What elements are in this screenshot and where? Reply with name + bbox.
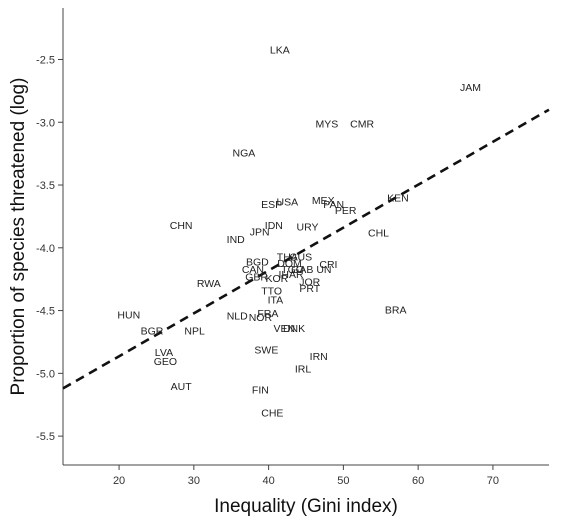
y-tick-label: -5.5: [36, 431, 55, 443]
point-label: BRA: [385, 304, 407, 316]
y-tick-label: -4.0: [36, 243, 55, 255]
y-tick-label: -2.5: [36, 54, 55, 66]
point-label: CRI: [319, 259, 337, 271]
x-tick-label: 30: [188, 475, 200, 487]
point-label: MEX: [312, 195, 335, 207]
point-label: KOR: [265, 273, 288, 285]
point-label: PAN: [323, 199, 344, 211]
y-tick-label: -5.0: [36, 368, 55, 380]
point-label: IHAR: [278, 269, 304, 281]
point-label: TGO: [281, 264, 304, 276]
point-label: GEO: [154, 356, 177, 368]
x-tick-label: 60: [412, 475, 424, 487]
point-label: TTO: [261, 285, 282, 297]
point-label: CHL: [368, 228, 389, 240]
plot-area: 20 30 40 50 60 70 -2.5 -3.0 -3.5 -4.0 -4.5 -5.0 -5.…: [36, 8, 550, 487]
y-tick-label: -4.5: [36, 306, 55, 318]
x-axis-ticks: 20 30 40 50 60 70: [113, 465, 499, 487]
x-tick-label: 40: [262, 475, 274, 487]
point-label: DNK: [283, 323, 305, 335]
point-label: GAB: [291, 264, 313, 276]
point-label: NPL: [184, 326, 205, 338]
point-label: USA: [277, 196, 299, 208]
point-label: JOR: [299, 277, 320, 289]
point-label: ITA: [268, 294, 284, 306]
point-label: RWA: [197, 278, 221, 290]
point-label: FRA: [257, 308, 278, 320]
point-label: CAN: [242, 264, 264, 276]
point-label: ESP: [261, 199, 282, 211]
x-tick-label: 20: [113, 475, 125, 487]
point-label: GBR: [245, 272, 268, 284]
point-label: UN: [316, 264, 331, 276]
point-label: GUS: [289, 252, 312, 264]
point-label: LVA: [155, 347, 173, 359]
point-label: LKA: [270, 44, 290, 56]
point-label: JPN: [250, 226, 270, 238]
point-label: FIN: [252, 385, 269, 397]
point-label: CHE: [261, 407, 283, 419]
x-tick-label: 50: [337, 475, 349, 487]
point-label: IRN: [310, 351, 328, 363]
point-label: URY: [297, 221, 319, 233]
x-axis-label: Inequality (Gini index): [214, 496, 398, 517]
y-tick-label: -3.0: [36, 117, 55, 129]
point-label: IDN: [265, 220, 283, 232]
point-label: THA: [277, 252, 298, 264]
point-label: AUT: [171, 381, 193, 393]
point-label: NOR: [249, 312, 273, 324]
point-label: BGD: [246, 257, 269, 269]
point-label: SWE: [254, 344, 278, 356]
point-label: NGA: [233, 147, 256, 159]
point-label: JAM: [460, 82, 481, 94]
point-label: HUN: [117, 309, 140, 321]
point-label: NLD: [227, 311, 248, 323]
point-label: IRL: [295, 363, 312, 375]
y-axis-ticks: -2.5 -3.0 -3.5 -4.0 -4.5 -5.0 -5.5: [36, 54, 63, 443]
point-label: VEN: [274, 323, 296, 335]
point-label: CHN: [170, 220, 193, 232]
point-label: CMR: [350, 119, 374, 131]
y-axis-label: Proportion of species threatened (log): [8, 78, 29, 396]
x-tick-label: 70: [487, 475, 499, 487]
point-label: PER: [335, 205, 357, 217]
y-tick-label: -3.5: [36, 180, 55, 192]
point-label: BGR: [141, 326, 164, 338]
point-label: KEN: [387, 193, 409, 205]
point-label: IND: [227, 234, 246, 246]
point-label: MYS: [316, 119, 339, 131]
point-label: PRT: [299, 283, 320, 295]
point-label: DOM: [277, 258, 302, 270]
regression-fit-line: [62, 108, 550, 390]
